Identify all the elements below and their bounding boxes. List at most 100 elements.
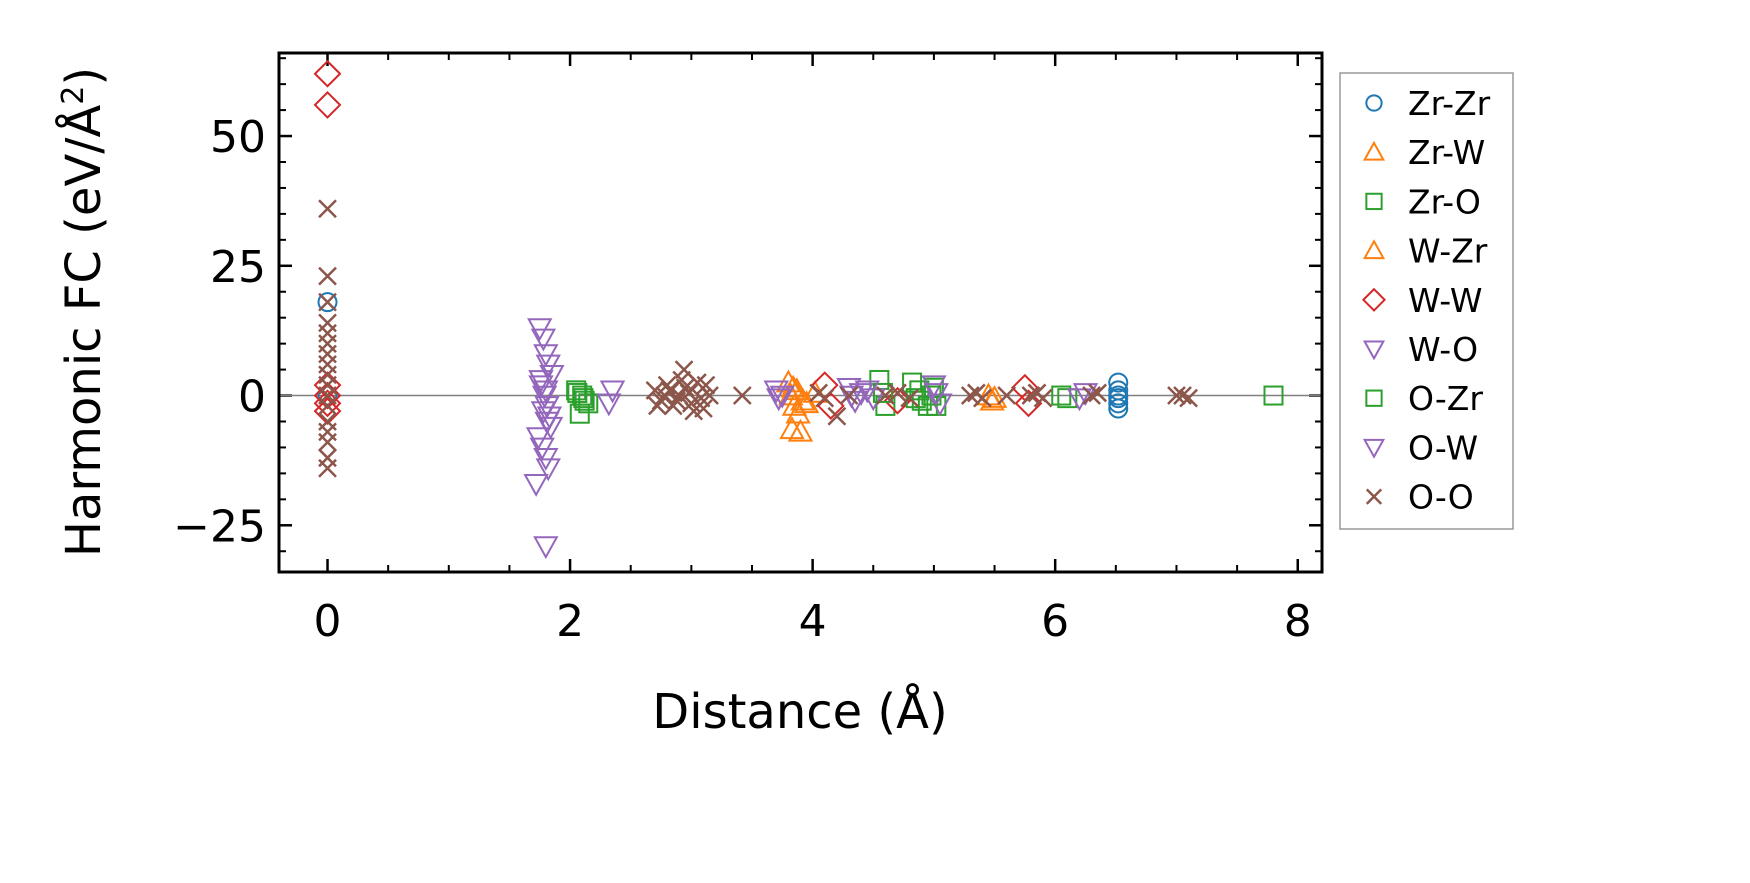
point-o-o (960, 386, 980, 405)
point-o-o (318, 199, 337, 219)
data-points (313, 59, 1284, 560)
x-tick-label: 0 (314, 596, 342, 647)
legend: Zr-Zr Zr-W Zr-O W-Zr W-W W-O O-Zr O-W O-O (1339, 72, 1514, 530)
point-w-w (313, 397, 342, 426)
legend-label-o-w: O-W (1408, 428, 1478, 467)
point-o-o (997, 386, 1017, 405)
legend-marker-w-w (1361, 287, 1387, 312)
legend-label-zr-zr: Zr-Zr (1408, 84, 1491, 123)
y-axis-label-superscript: 2 (56, 86, 91, 105)
x-tick-label: 4 (799, 596, 827, 647)
point-w-o (535, 458, 561, 482)
point-o-o (318, 432, 337, 452)
point-zr-zr (317, 292, 338, 313)
legend-marker-w-zr (1362, 239, 1386, 260)
legend-marker-o-w (1362, 438, 1386, 459)
y-tick-label: 50 (210, 112, 266, 163)
point-zr-w (787, 418, 814, 442)
point-zr-w (790, 387, 816, 411)
y-tick-label: −25 (173, 501, 266, 552)
point-zr-o (1051, 385, 1072, 406)
point-w-w (1014, 389, 1043, 418)
y-axis-label-suffix: ) (56, 67, 112, 86)
point-zr-o (574, 390, 595, 411)
point-o-w (923, 383, 950, 407)
y-tick-label: 25 (210, 242, 266, 293)
point-o-o (679, 383, 699, 403)
x-tick-label: 8 (1284, 596, 1312, 647)
point-zr-w (778, 382, 804, 406)
point-w-w (313, 59, 342, 88)
point-o-o (900, 388, 920, 408)
y-axis-label: Harmonic FC (eV/Å2) (55, 67, 112, 557)
legend-marker-zr-o (1365, 192, 1383, 211)
legend-label-zr-w: Zr-W (1408, 133, 1485, 172)
legend-label-o-zr: O-Zr (1408, 379, 1483, 418)
legend-frame (1339, 72, 1514, 530)
point-zr-zr (1108, 372, 1129, 393)
point-o-w (765, 388, 792, 412)
point-o-o (839, 386, 859, 405)
point-o-o (815, 388, 835, 408)
point-o-o (318, 396, 337, 416)
point-w-o (763, 380, 789, 404)
point-o-w (838, 385, 865, 409)
point-o-o (648, 396, 667, 416)
point-w-o (596, 393, 622, 417)
point-o-o (888, 383, 907, 403)
point-w-o (769, 385, 796, 409)
point-o-o (645, 380, 665, 400)
x-tick-label: 2 (556, 596, 584, 647)
point-o-o (696, 375, 716, 395)
point-w-o (848, 383, 874, 407)
point-zr-w (779, 416, 805, 440)
legend-label-w-w: W-W (1408, 281, 1483, 320)
point-o-o (1088, 383, 1108, 403)
point-zr-zr (1108, 398, 1129, 419)
point-o-o (973, 388, 992, 408)
point-o-o (732, 386, 752, 405)
point-o-o (1033, 388, 1053, 408)
point-o-zr (573, 388, 594, 409)
legend-label-o-o: O-O (1408, 478, 1474, 517)
point-o-zr (872, 382, 893, 403)
point-w-zr (979, 387, 1005, 411)
legend-marker-o-o (1365, 488, 1383, 505)
legend-marker-zr-zr (1365, 94, 1383, 112)
legend-marker-o-zr (1365, 389, 1383, 407)
point-o-o (667, 391, 687, 411)
x-tick-label: 6 (1041, 596, 1069, 647)
point-o-o (691, 388, 711, 408)
point-o-o (876, 386, 895, 405)
point-o-o (1179, 388, 1198, 408)
legend-marker-w-o (1362, 340, 1386, 361)
legend-label-zr-o: Zr-O (1408, 182, 1481, 221)
point-o-zr (567, 382, 588, 403)
y-axis-label-main: Harmonic FC (eV/Å (55, 105, 112, 558)
point-o-o (318, 266, 337, 286)
point-o-zr (905, 388, 926, 409)
point-o-o (1021, 386, 1041, 405)
point-zr-zr (1108, 388, 1129, 409)
point-o-o (318, 292, 337, 312)
point-o-w (528, 370, 554, 394)
point-o-w (854, 380, 880, 404)
point-zr-o (578, 393, 599, 414)
point-w-w (313, 381, 342, 410)
axis-ticks (279, 53, 1322, 572)
point-o-o (674, 360, 694, 379)
point-w-w (313, 90, 342, 119)
point-o-o (1082, 386, 1101, 405)
x-axis-label: Distance (Å) (652, 683, 947, 740)
point-o-w (534, 411, 560, 435)
point-o-o (1173, 386, 1192, 405)
point-w-o (533, 536, 559, 560)
point-o-o (1167, 386, 1186, 405)
point-o-o (827, 406, 847, 426)
legend-label-w-zr: W-Zr (1408, 232, 1488, 271)
point-zr-o (1263, 385, 1284, 406)
legend-label-w-o: W-O (1408, 330, 1478, 369)
point-w-o (523, 473, 549, 497)
plot-frame (277, 51, 1324, 574)
